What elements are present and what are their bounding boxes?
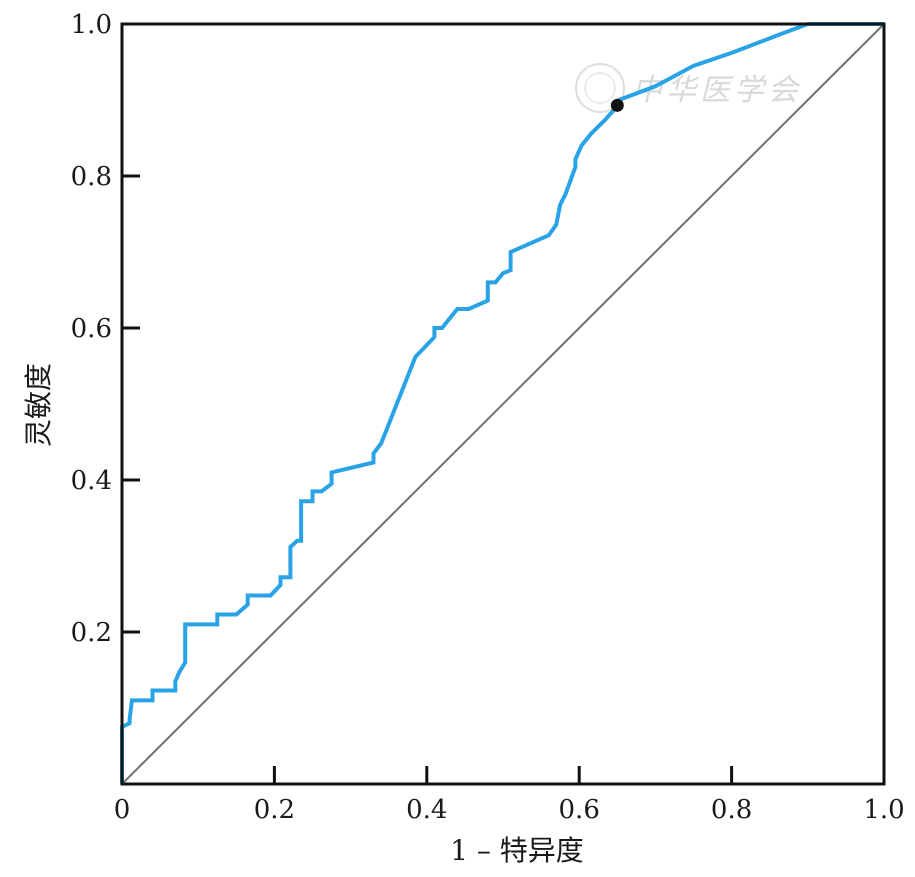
roc-curve-line	[120, 22, 884, 784]
cutoff-point-marker	[610, 98, 624, 112]
x-tick-label: 0.4	[406, 795, 447, 825]
watermark-text: 中华医学会	[632, 73, 802, 108]
y-tick-label: 0.2	[71, 618, 112, 648]
watermark: 中华医学会	[575, 63, 802, 113]
watermark-seal-inner-ring	[584, 72, 616, 104]
y-axis-title: 灵敏度	[22, 363, 55, 447]
reference-diagonal-line	[121, 23, 885, 785]
x-tick-label: 0	[114, 795, 131, 825]
x-tick-label: 0.6	[559, 795, 600, 825]
y-tick-label: 0.8	[71, 162, 112, 192]
y-tick-label: 0.6	[71, 314, 112, 344]
x-axis-title: 1 – 特异度	[450, 834, 584, 867]
y-tick-label: 1.0	[71, 10, 112, 40]
watermark-seal-icon	[575, 63, 625, 113]
y-tick-label: 0.4	[71, 466, 112, 496]
x-tick-label: 1.0	[863, 795, 904, 825]
x-tick-label: 0.8	[711, 795, 752, 825]
x-tick-label: 0.2	[254, 795, 295, 825]
plot-frame	[120, 22, 886, 786]
